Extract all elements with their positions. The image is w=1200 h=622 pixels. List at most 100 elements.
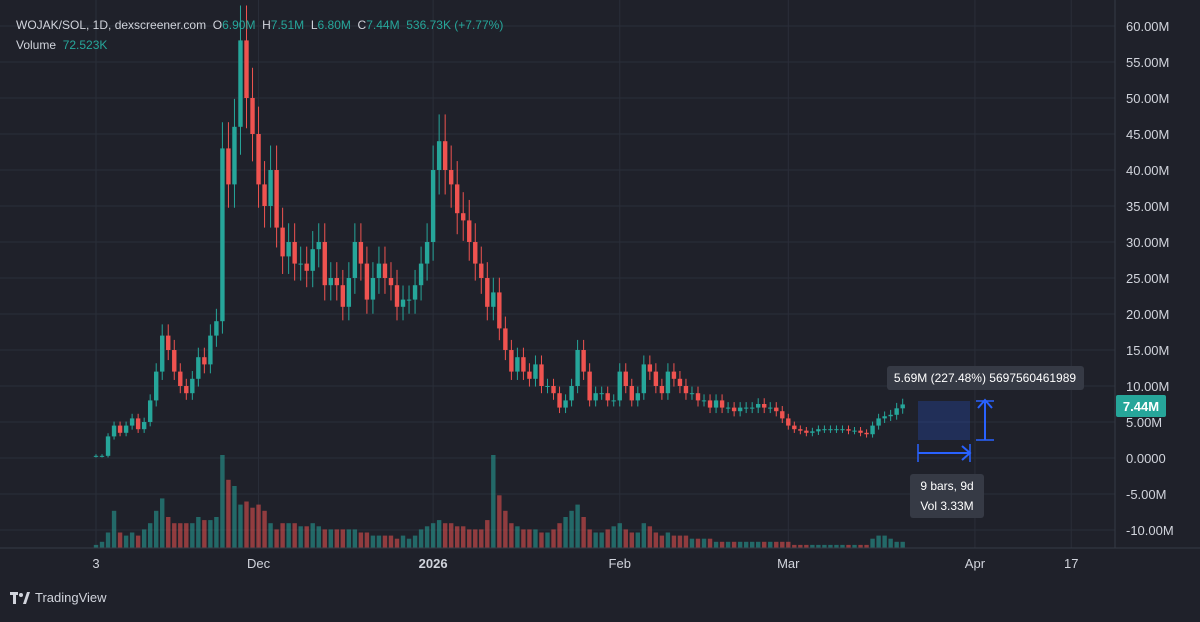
volume-bar <box>900 541 905 548</box>
candle-body <box>412 285 418 300</box>
candle-body <box>256 134 261 185</box>
candle-body <box>605 393 610 401</box>
volume-bar <box>671 535 677 548</box>
volume-bar <box>581 517 586 548</box>
volume-bar <box>292 523 297 548</box>
volume-bar <box>111 510 117 548</box>
measure-tool[interactable]: 5.69M (227.48%) 5697560461989 9 bars, 9d… <box>887 366 1084 518</box>
candle-body <box>364 263 370 300</box>
volume-bar <box>262 510 267 548</box>
volume-bar <box>160 498 165 548</box>
x-tick-label: 3 <box>92 556 99 571</box>
candle-body <box>172 350 177 372</box>
volume-bar <box>93 544 99 548</box>
measure-price-label: 5.69M (227.48%) 5697560461989 <box>894 371 1076 385</box>
candle-body <box>792 425 797 430</box>
candle-body <box>647 364 653 372</box>
volume-bar <box>406 538 412 548</box>
candle-body <box>208 335 213 365</box>
candle-body <box>828 429 833 431</box>
volume-bar <box>641 523 647 548</box>
volume-bar <box>792 544 797 548</box>
candle-body <box>196 357 201 379</box>
volume-bar <box>190 523 195 548</box>
volume-legend: Volume 72.523K <box>16 38 107 52</box>
volume-bar <box>575 504 580 548</box>
price-axis[interactable]: 60.00M 55.00M 50.00M 45.00M 40.00M 35.00M 30.0… <box>1126 19 1174 538</box>
candle-body <box>557 393 562 408</box>
x-tick-label: Apr <box>965 556 986 571</box>
y-tick-label: 15.00M <box>1126 343 1169 358</box>
volume-bar <box>780 541 785 548</box>
volume-bar <box>184 523 189 548</box>
change-value: 536.73K (+7.77%) <box>406 18 504 32</box>
volume-bar <box>743 541 749 548</box>
candle-body <box>418 263 424 286</box>
volume-bar <box>202 520 207 548</box>
candle-body <box>743 407 749 409</box>
volume-value: 72.523K <box>62 38 108 52</box>
candle-body <box>858 430 863 433</box>
candle-body <box>388 278 394 286</box>
volume-bar <box>503 510 508 548</box>
candle-body <box>527 371 532 379</box>
ohlc-legend: WOJAK/SOL, 1D, dexscreener.com O6.90M H7… <box>16 18 503 32</box>
candle-body <box>876 418 881 426</box>
tradingview-logo[interactable]: TradingView <box>10 590 107 605</box>
volume-bar <box>810 544 815 548</box>
volume-bar <box>147 523 153 548</box>
candle-body <box>99 455 105 457</box>
volume-bar <box>822 544 827 548</box>
time-axis[interactable]: 3 Dec 2026 Feb Mar Apr 17 <box>92 556 1078 571</box>
x-tick-label: Dec <box>247 556 271 571</box>
candle-body <box>250 98 255 134</box>
y-tick-label: 25.00M <box>1126 271 1169 286</box>
candle-body <box>894 408 899 415</box>
candle-body <box>154 371 159 401</box>
close-value: 7.44M <box>366 18 400 32</box>
candle-body <box>749 407 755 409</box>
candle-body <box>160 335 165 372</box>
candle-body <box>400 299 406 307</box>
volume-bar <box>834 544 839 548</box>
high-label: H <box>262 18 271 32</box>
candle-body <box>310 249 315 271</box>
candle-body <box>394 285 400 307</box>
volume-bar <box>551 529 556 548</box>
volume-bar <box>328 529 333 548</box>
y-tick-label: -10.00M <box>1126 523 1174 538</box>
volume-label: Volume <box>16 38 57 52</box>
low-value: 6.80M <box>317 18 351 32</box>
candle-body <box>545 386 550 387</box>
candle-body <box>641 364 647 394</box>
y-tick-label: -5.00M <box>1126 487 1166 502</box>
candle-body <box>671 371 677 379</box>
volume-bar <box>774 541 779 548</box>
candle-body <box>810 431 815 433</box>
candle-body <box>786 418 791 426</box>
candle-body <box>762 404 767 408</box>
candle-body <box>442 141 448 170</box>
volume-bar <box>274 529 279 548</box>
candle-body <box>617 371 622 401</box>
volume-bar <box>870 538 875 548</box>
y-tick-label: 50.00M <box>1126 91 1169 106</box>
candle-body <box>780 411 785 419</box>
volume-bar <box>816 544 821 548</box>
volume-bar <box>557 523 562 548</box>
volume-bar <box>635 532 640 548</box>
candle-body <box>111 425 117 437</box>
volume-bar <box>665 532 671 548</box>
volume-bar <box>196 517 201 548</box>
volume-bar <box>105 532 111 548</box>
volume-bar <box>135 535 141 548</box>
volume-bar <box>364 532 370 548</box>
candle-body <box>587 371 592 401</box>
candle-body <box>129 418 135 426</box>
measure-volume-label: Vol 3.33M <box>920 499 973 513</box>
candle-body <box>840 429 845 431</box>
tradingview-brand: TradingView <box>35 590 107 605</box>
candle-body <box>569 386 574 401</box>
